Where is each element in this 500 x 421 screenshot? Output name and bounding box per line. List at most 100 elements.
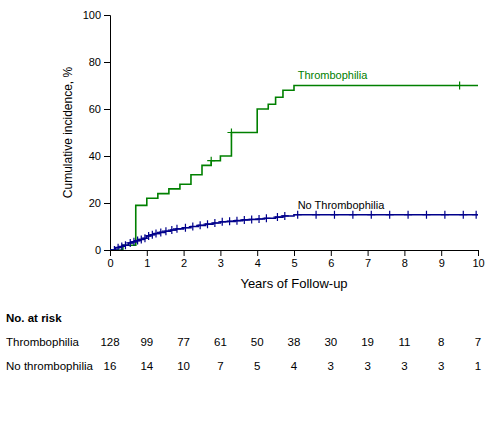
tick-mark [220,250,221,256]
censor-mark [152,230,160,238]
tick-label: 40 [89,150,101,162]
tick-label: 0 [107,257,113,269]
tick: 40 [89,150,110,162]
tick: 8 [402,250,408,269]
at-risk-value: 99 [140,336,153,348]
tick-label: 20 [89,197,101,209]
tick: 0 [95,244,110,256]
at-risk-value: 16 [104,360,117,372]
tick-label: 8 [402,257,408,269]
tick: 3 [218,250,224,269]
censor-mark [312,211,320,219]
censor-mark [227,129,235,137]
at-risk-value: 50 [251,336,264,348]
tick: 80 [89,56,110,68]
tick-label: 1 [144,257,150,269]
at-risk-value: 4 [291,360,298,372]
curve-label: No Thrombophilia [298,199,386,211]
censor-mark [168,226,176,234]
tick-mark [257,250,258,256]
plot-area [110,82,478,251]
tick-label: 100 [83,9,101,21]
tick: 6 [328,250,334,269]
at-risk-value: 14 [140,360,153,372]
tick-mark [104,15,110,16]
censor-mark [137,235,145,243]
tick: 1 [144,250,150,269]
tick: 100 [83,9,110,21]
at-risk-value: 30 [324,336,337,348]
at-risk-value: 128 [100,336,119,348]
at-risk-value: 61 [214,336,227,348]
censor-mark [255,215,263,223]
censor-mark [349,211,357,219]
chart: 012345678910020406080100Years of Follow-… [0,0,500,421]
at-risk-row-label: Thrombophilia [6,336,79,348]
tick-mark [478,250,479,256]
censor-mark [181,224,189,232]
x-axis-title: Years of Follow-up [240,276,347,291]
censor-mark [204,220,212,228]
axis-line [104,16,111,251]
censor-mark [233,217,241,225]
censor-mark [248,215,256,223]
tick-label: 9 [439,257,445,269]
y-axis: 0 20 40 60 80 100 [83,9,111,256]
tick: 4 [255,250,261,269]
at-risk-value: 7 [217,360,223,372]
tick-mark [104,203,110,204]
at-risk-value: 38 [288,336,301,348]
censor-mark [404,211,412,219]
censor-mark [118,242,126,250]
tick: 9 [439,250,445,269]
censor-mark [386,211,394,219]
tick-mark [104,109,110,110]
censor-mark [173,225,181,233]
tick-label: 6 [328,257,334,269]
at-risk-row-label: No thrombophilia [6,360,94,372]
censor-mark [157,228,165,236]
at-risk-value: 77 [177,336,190,348]
at-risk-value: 7 [475,336,481,348]
step-line [110,86,478,251]
at-risk-value: 19 [361,336,374,348]
censor-mark [240,216,248,224]
censor-mark [226,217,234,225]
tick-mark [294,250,295,256]
x-axis: 012345678910 [107,250,484,269]
tick-label: 0 [95,244,101,256]
tick-mark [104,250,110,251]
tick-mark [331,250,332,256]
tick: 60 [89,103,110,115]
censor-mark [472,211,478,219]
tick-mark [404,250,405,256]
at-risk-value: 1 [475,360,481,372]
tick-label: 2 [181,257,187,269]
tick-label: 4 [255,257,261,269]
tick-mark [184,250,185,256]
tick: 20 [89,197,110,209]
tick-label: 10 [472,257,484,269]
censor-mark [367,211,375,219]
censor-mark [262,214,270,222]
step-line [110,215,478,250]
censor-mark [422,211,430,219]
censor-mark [130,238,138,246]
censor-mark [211,219,219,227]
curve-label: Thrombophilia [298,69,369,81]
censor-mark [145,232,153,240]
at-risk-value: 3 [401,360,407,372]
tick: 0 [107,250,113,269]
at-risk-value: 3 [438,360,444,372]
at-risk-value: 3 [328,360,334,372]
censor-mark [207,157,215,165]
tick-mark [441,250,442,256]
at-risk-value: 10 [177,360,190,372]
censor-mark [441,211,449,219]
censor-mark [196,221,204,229]
censor-mark [281,212,289,220]
censor-mark [134,237,142,245]
tick-label: 60 [89,103,101,115]
censor-mark [126,239,134,247]
tick-mark [147,250,148,256]
